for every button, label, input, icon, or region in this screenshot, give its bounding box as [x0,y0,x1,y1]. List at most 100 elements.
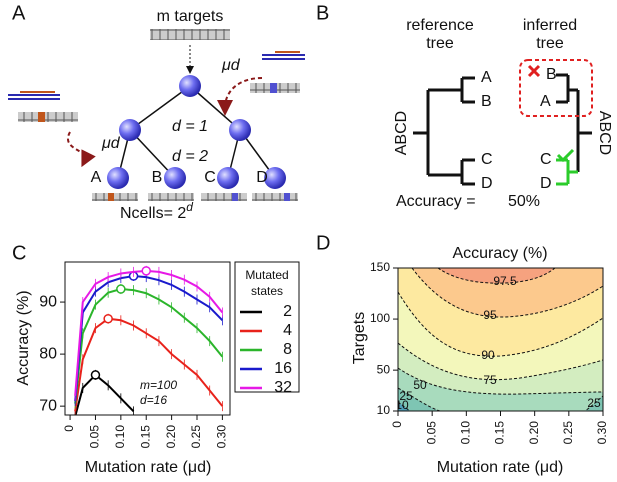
x-tick-label: 0.20 [527,421,541,445]
legend-label: 8 [283,341,292,358]
x-tick-label: 0.15 [493,421,507,445]
panel-label: D [316,232,330,254]
peak-marker [103,313,113,324]
contour-label: 97.5 [493,274,517,288]
peak-marker [90,370,101,380]
barcodes [8,51,305,201]
y-tick-label: 80 [39,345,57,362]
root-label: ABCD [596,111,613,155]
reference-tree [413,76,475,186]
cross-icon [527,64,541,78]
contour-band [398,268,603,284]
tree-title: tree [536,35,564,52]
annotation: m=100 [140,378,177,392]
plot-frame [397,267,604,412]
leaf-label: A [91,169,102,186]
legend-title: states [251,284,283,298]
rate-label: μd [101,135,121,152]
legend-label: 32 [274,379,292,396]
chart-title: Accuracy (%) [452,245,547,262]
contour-line [398,401,603,411]
contour-label: 75 [483,373,497,387]
leaf-label: A [481,69,492,86]
y-tick-label: 50 [377,362,391,376]
peak-marker [141,266,151,276]
contour-line [398,367,603,395]
x-tick-label: 0.30 [595,421,609,445]
arrow [66,131,96,168]
contour-line [398,387,603,411]
x-tick-label: 0.10 [459,421,473,445]
cells [107,75,286,189]
legend-label: 16 [274,360,292,377]
accuracy-label: Accuracy = [396,193,476,210]
panel-label: C [12,242,26,264]
leaf-label: A [540,93,551,110]
contour-label: 50 [413,378,427,392]
contour-label: 25 [399,389,413,403]
plot-frame [64,261,231,416]
rate-label: μd [221,57,241,74]
contour-label: 90 [481,348,495,362]
leaf-label: D [481,175,493,192]
tree-title: reference [406,17,474,34]
panel-label: A [12,2,26,24]
x-tick-label: 0.30 [215,425,229,449]
legend-title: Mutated [245,268,288,282]
x-axis-label: Mutation rate (μd) [85,459,212,476]
tree-title: inferred [523,17,577,34]
x-tick-label: 0.25 [561,421,575,445]
leaf-label: C [540,151,552,168]
x-tick-label: 0 [62,425,76,432]
contour-label: 10 [395,398,409,412]
targets-label: m targets [157,8,224,25]
x-tick-label: 0.25 [189,425,203,449]
legend-label: 4 [283,322,292,339]
tree-title: tree [426,35,454,52]
contour-label: 95 [483,308,497,322]
depth-label: d = 1 [172,118,208,135]
line-plot [74,265,224,415]
series-line [74,317,224,412]
leaf-label: C [481,151,493,168]
leaf-label: B [152,169,163,186]
contour-line [411,268,603,318]
series-line [74,373,135,415]
inferred-branch [556,158,578,186]
accuracy-value: 50% [508,193,540,210]
y-tick-label: 70 [39,397,57,414]
peak-marker [116,284,126,294]
error-box [519,59,593,117]
target-array [150,29,230,40]
y-tick-label: 150 [370,260,390,274]
leaf-label: B [546,66,557,83]
contour-line [398,291,603,357]
leaf-label: B [481,93,492,110]
legend-box [234,261,300,393]
contour-line [398,342,603,381]
arrow [217,77,263,116]
y-axis-label: Accuracy (%) [15,290,32,385]
depth-label: d = 2 [172,148,208,165]
series-line [74,275,224,402]
contour-line [437,268,556,284]
cells-exp: d [186,200,193,214]
contour-label: 25 [587,396,601,410]
inferred-tree [556,73,592,172]
cells-label: Ncells= 2d [120,200,193,222]
leaf-label: D [540,175,552,192]
legend-label: 2 [283,303,292,320]
x-axis-label: Mutation rate (μd) [437,459,564,476]
x-tick-label: 0.10 [113,425,127,449]
y-tick-label: 100 [370,311,390,325]
x-tick-label: 0.20 [164,425,178,449]
x-tick-label: 0 [390,421,404,428]
cells-base: Ncells= 2 [120,205,186,222]
y-tick-label: 90 [39,293,57,310]
y-axis-label: Targets [351,312,368,364]
leaf-label: C [204,169,216,186]
contour-band [398,268,603,318]
y-tick-label: 10 [377,403,391,417]
